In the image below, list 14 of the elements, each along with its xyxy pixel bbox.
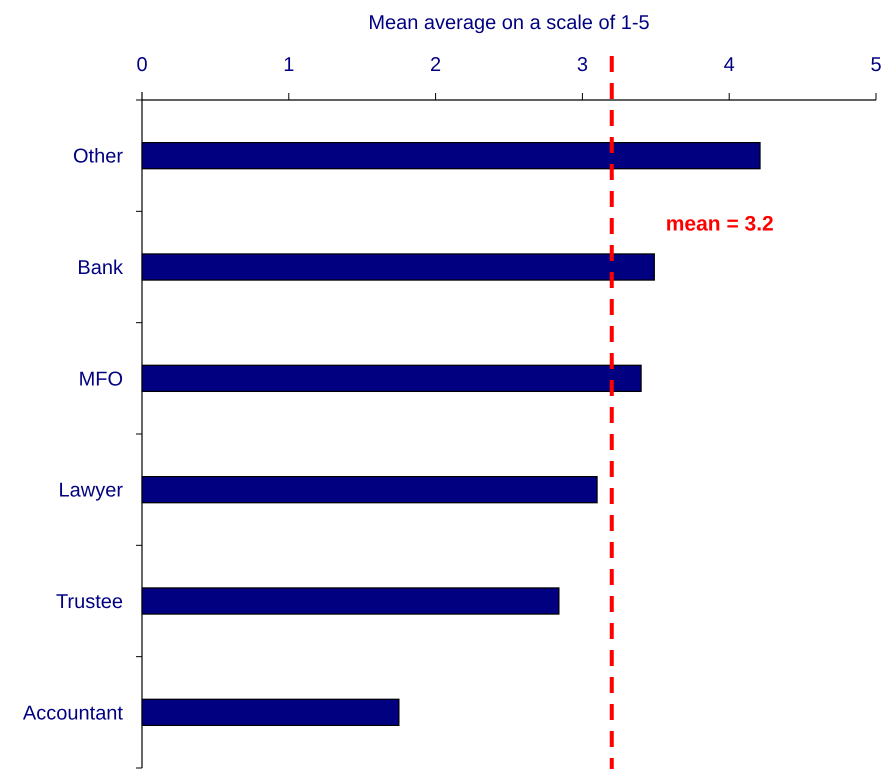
y-tick-label: MFO bbox=[78, 368, 123, 390]
x-tick-label: 5 bbox=[870, 54, 882, 76]
x-tick-label: 3 bbox=[576, 54, 588, 76]
ref-line-label: mean = 3.2 bbox=[666, 212, 774, 236]
x-tick-label: 4 bbox=[724, 54, 735, 76]
x-tick-label: 0 bbox=[136, 54, 148, 76]
y-tick-label: Bank bbox=[77, 257, 124, 279]
x-axis-title: Mean average on a scale of 1-5 bbox=[368, 12, 650, 34]
x-tick-label: 1 bbox=[283, 54, 294, 76]
y-tick-label: Other bbox=[72, 146, 124, 168]
x-tick-label: 2 bbox=[430, 54, 442, 76]
y-tick-label: Lawyer bbox=[58, 480, 124, 502]
y-tick-label: Trustee bbox=[56, 591, 123, 613]
y-tick-label: Accountant bbox=[22, 702, 124, 724]
